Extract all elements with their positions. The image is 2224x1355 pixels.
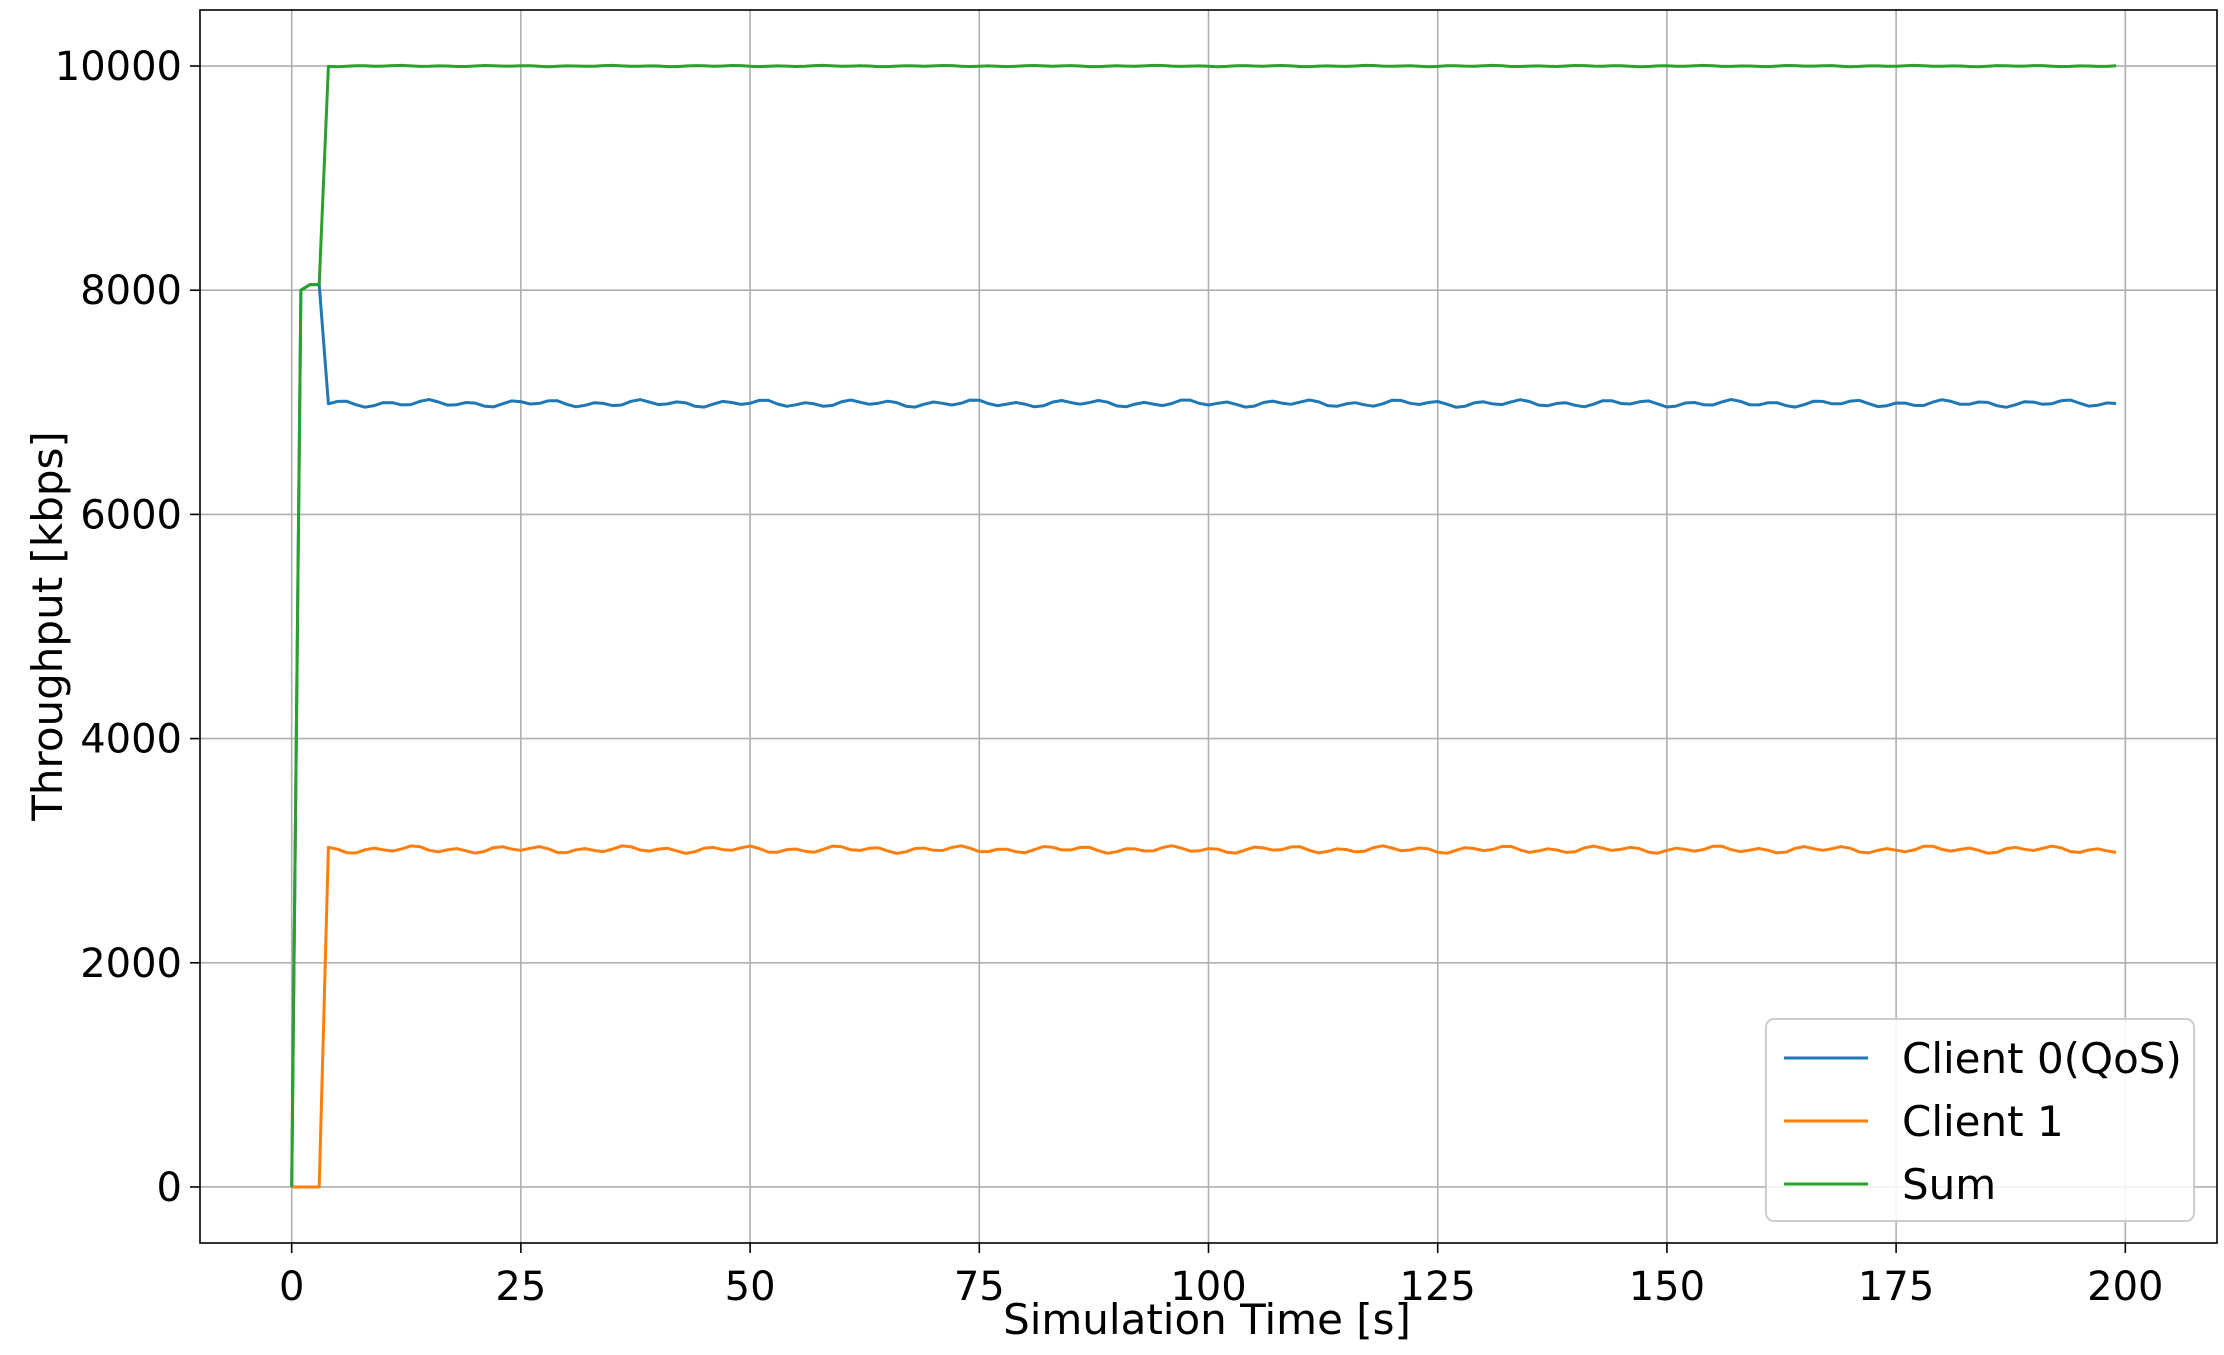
x-tick-label: 25 (495, 1264, 546, 1310)
x-tick-label: 50 (725, 1264, 776, 1310)
legend-label-0: Client 0(QoS) (1902, 1034, 2182, 1083)
y-axis-ticks: 0 2000 4000 6000 8000 10000 (55, 44, 200, 1211)
legend-box (1765, 1018, 2195, 1222)
x-tick-label: 125 (1400, 1264, 1476, 1310)
x-axis-ticks: 0 25 50 75 100 125 150 175 200 (279, 1243, 2163, 1310)
x-tick-label: 150 (1629, 1264, 1705, 1310)
y-tick-label: 2000 (80, 941, 182, 987)
y-axis-label: Throughput [kbps] (23, 431, 72, 822)
x-axis-label: Simulation Time [s] (1003, 1295, 1411, 1344)
y-tick-label: 4000 (80, 717, 182, 763)
y-tick-label: 8000 (80, 268, 182, 314)
series-line-1 (291, 844, 2117, 1189)
y-tick-label: 10000 (55, 44, 182, 90)
x-tick-label: 200 (2087, 1264, 2163, 1310)
legend-label-2: Sum (1902, 1160, 1996, 1209)
series-lines (290, 63, 2117, 1189)
legend: Client 0(QoS) Client 1 Sum (1765, 1018, 2195, 1222)
series-line-0 (290, 283, 2117, 1188)
y-tick-label: 6000 (80, 492, 182, 538)
y-tick-label: 0 (157, 1165, 182, 1211)
x-tick-label: 100 (1170, 1264, 1246, 1310)
x-tick-label: 0 (279, 1264, 304, 1310)
x-tick-label: 75 (954, 1264, 1005, 1310)
series-line-2 (290, 63, 2117, 1188)
x-tick-label: 175 (1858, 1264, 1934, 1310)
legend-label-1: Client 1 (1902, 1097, 2064, 1146)
